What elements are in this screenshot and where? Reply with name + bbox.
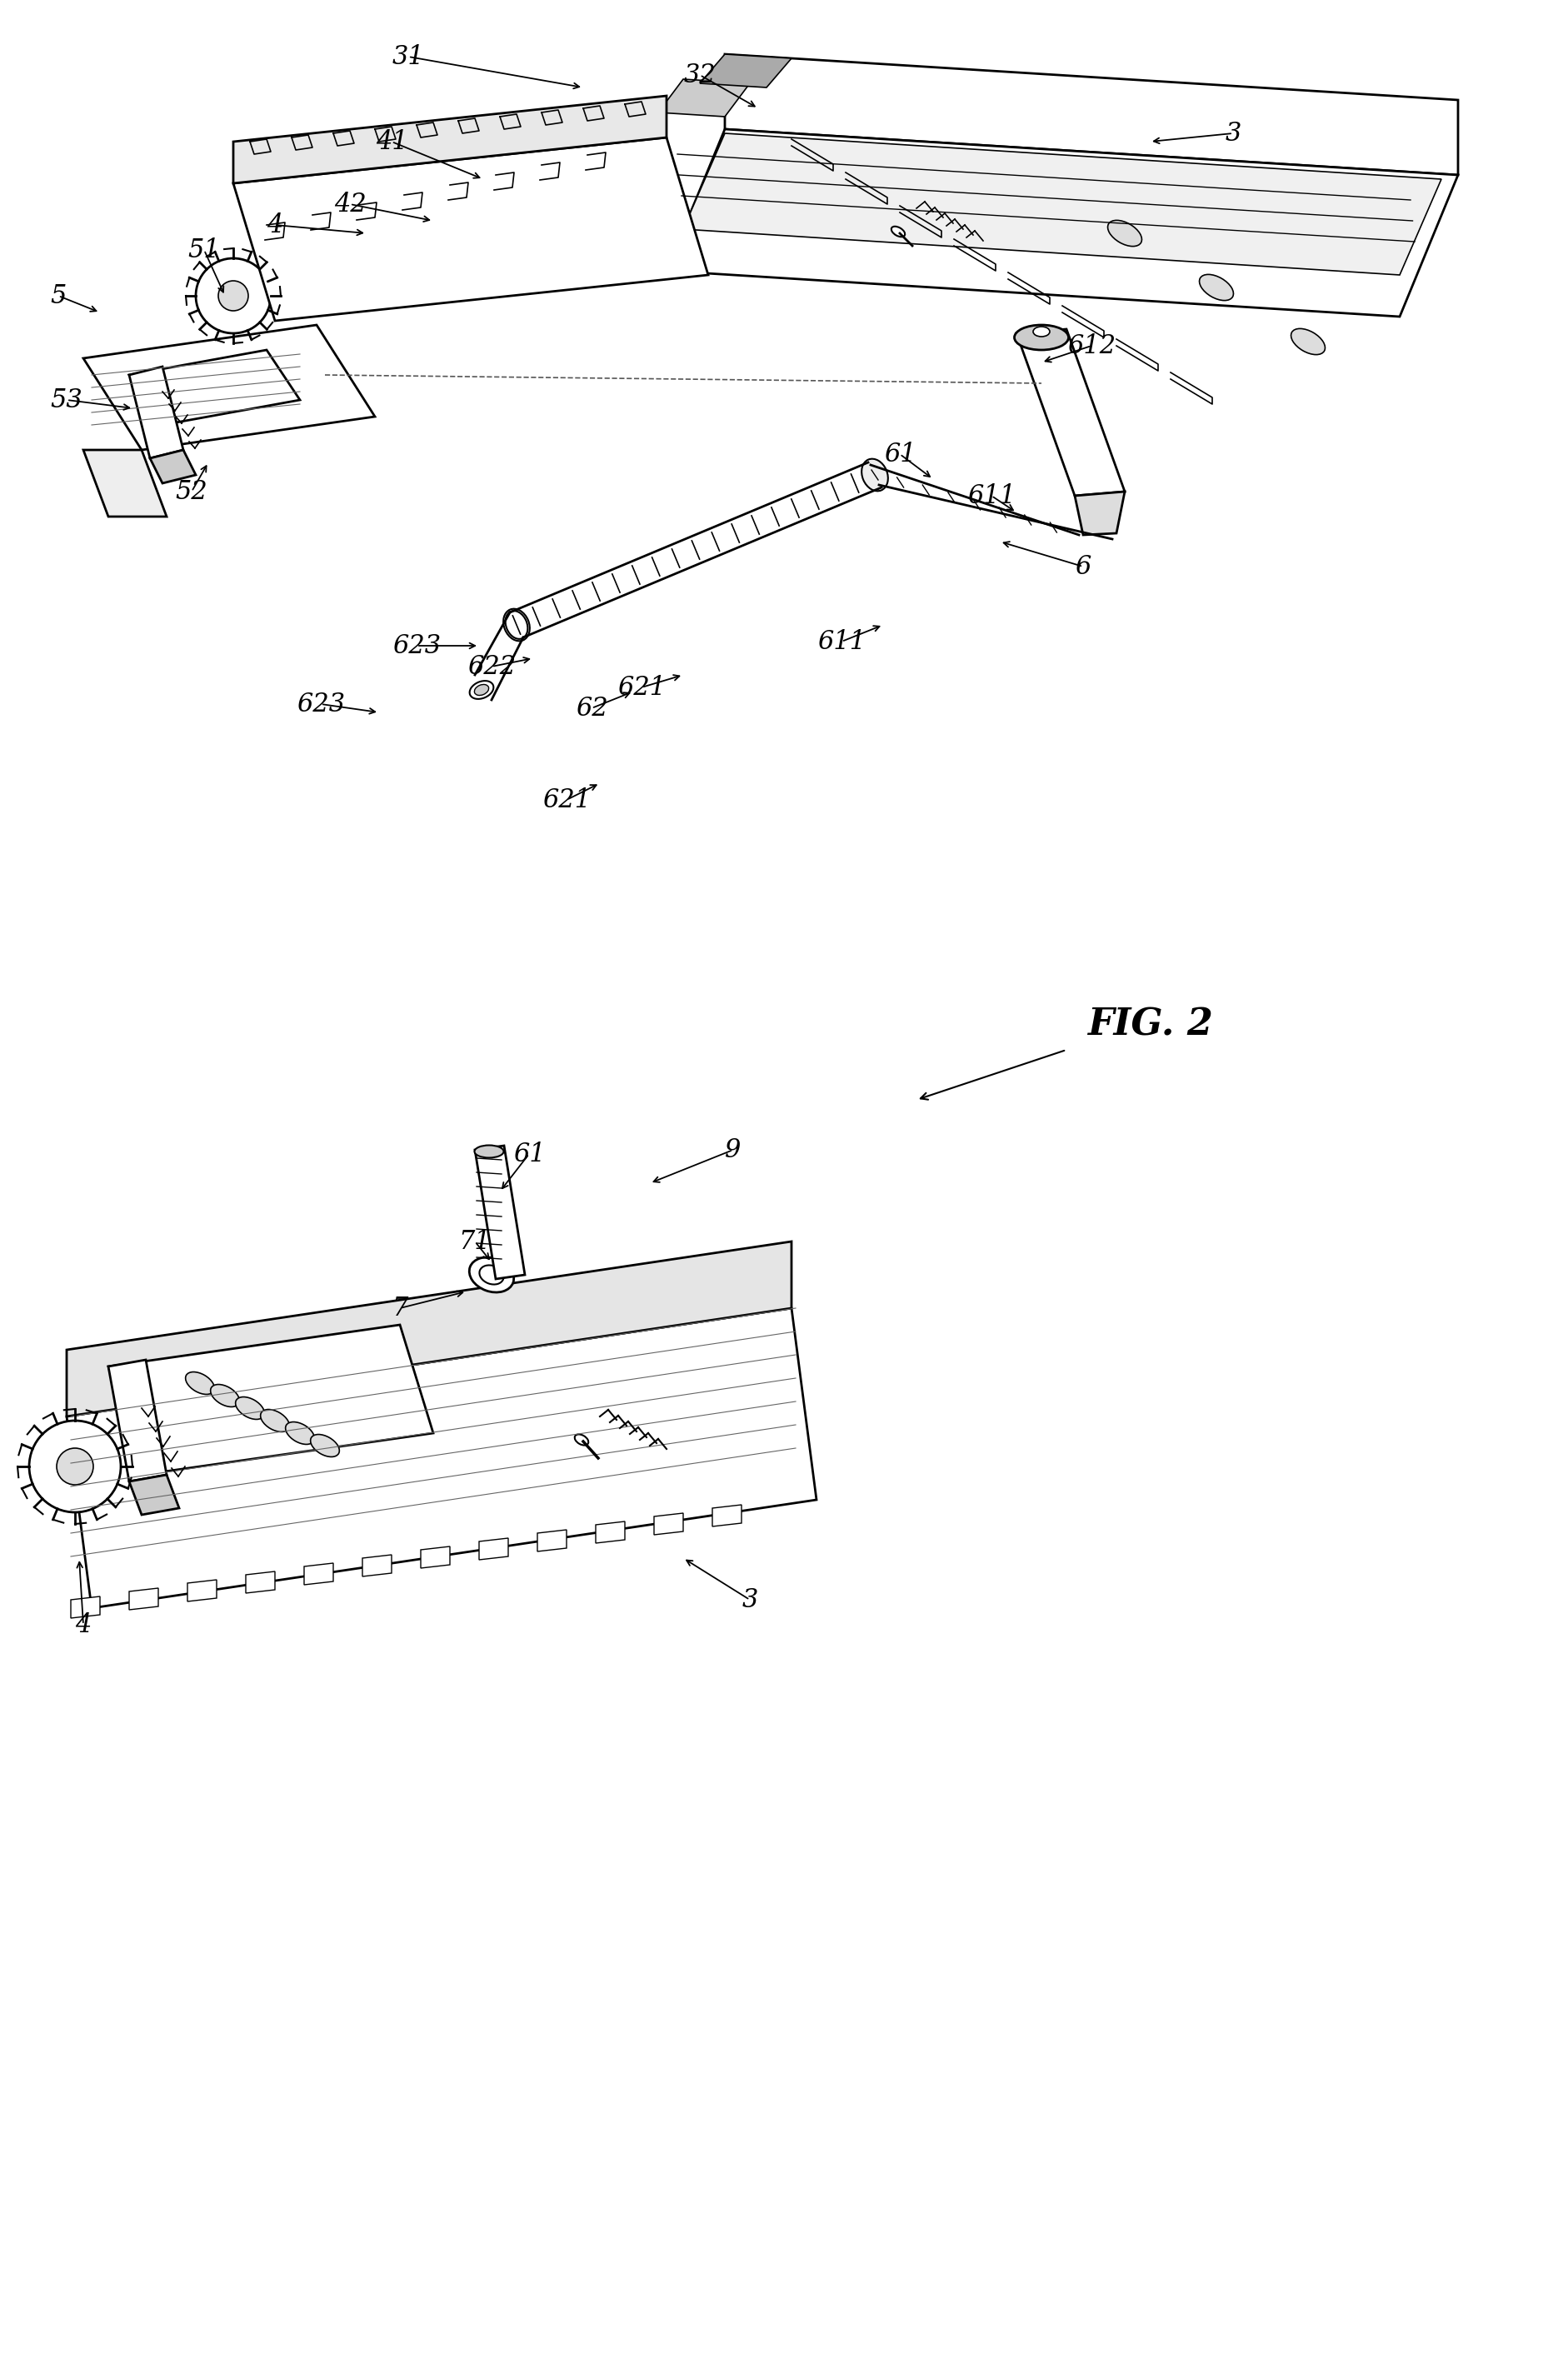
Text: 52: 52	[176, 479, 209, 505]
Text: 9: 9	[724, 1137, 742, 1162]
Polygon shape	[83, 450, 166, 516]
Text: 53: 53	[50, 387, 83, 413]
Polygon shape	[362, 1554, 392, 1578]
Text: 623: 623	[392, 632, 441, 658]
Ellipse shape	[1014, 325, 1068, 349]
Text: 32: 32	[684, 61, 717, 87]
Text: 622: 622	[467, 653, 516, 679]
Ellipse shape	[891, 226, 905, 236]
Text: 612: 612	[1068, 332, 1116, 358]
Polygon shape	[108, 1325, 433, 1474]
Text: 611: 611	[817, 630, 866, 656]
Polygon shape	[234, 137, 709, 321]
Text: 5: 5	[50, 283, 66, 309]
Ellipse shape	[505, 611, 528, 639]
Polygon shape	[538, 1530, 566, 1552]
Text: FIG. 2: FIG. 2	[1087, 1007, 1212, 1042]
Text: 623: 623	[296, 691, 345, 717]
Text: 621: 621	[543, 788, 591, 814]
Ellipse shape	[310, 1434, 339, 1457]
Text: 51: 51	[188, 238, 220, 262]
Polygon shape	[699, 54, 792, 87]
Ellipse shape	[1033, 328, 1051, 337]
Polygon shape	[480, 1537, 508, 1559]
Circle shape	[218, 281, 248, 311]
Text: 4: 4	[267, 212, 282, 238]
Polygon shape	[712, 1504, 742, 1526]
Text: 4: 4	[75, 1613, 91, 1639]
Text: 31: 31	[392, 45, 425, 71]
Polygon shape	[654, 1514, 684, 1535]
Polygon shape	[246, 1570, 274, 1594]
Polygon shape	[129, 1474, 179, 1514]
Text: 621: 621	[618, 674, 666, 700]
Polygon shape	[151, 450, 196, 483]
Polygon shape	[234, 97, 666, 184]
Ellipse shape	[1290, 328, 1325, 354]
Ellipse shape	[235, 1396, 265, 1420]
Ellipse shape	[1107, 219, 1142, 245]
Polygon shape	[724, 54, 1458, 174]
Polygon shape	[659, 80, 750, 116]
Polygon shape	[1074, 490, 1124, 535]
Polygon shape	[67, 1243, 792, 1417]
Polygon shape	[666, 130, 1458, 316]
Text: 3: 3	[742, 1587, 757, 1613]
Ellipse shape	[574, 1434, 588, 1445]
Ellipse shape	[475, 684, 489, 696]
Polygon shape	[129, 365, 183, 457]
Ellipse shape	[861, 460, 887, 490]
Polygon shape	[67, 1309, 817, 1608]
Polygon shape	[420, 1547, 450, 1568]
Text: 7: 7	[392, 1295, 408, 1320]
Text: 62: 62	[575, 696, 608, 722]
Ellipse shape	[469, 1257, 514, 1292]
Polygon shape	[304, 1563, 334, 1585]
Ellipse shape	[503, 608, 530, 641]
Text: 71: 71	[459, 1229, 491, 1254]
Text: 611: 611	[967, 483, 1016, 509]
Polygon shape	[475, 1146, 525, 1278]
Ellipse shape	[1200, 274, 1234, 299]
Polygon shape	[129, 349, 299, 424]
Circle shape	[30, 1420, 121, 1511]
Polygon shape	[1016, 330, 1124, 495]
Polygon shape	[108, 1361, 166, 1481]
Text: 3: 3	[1225, 120, 1242, 146]
Text: 61: 61	[513, 1141, 546, 1167]
Text: 61: 61	[884, 441, 916, 467]
Polygon shape	[684, 134, 1441, 276]
Text: 41: 41	[375, 130, 408, 156]
Circle shape	[196, 259, 271, 332]
Text: 6: 6	[1076, 554, 1091, 580]
Ellipse shape	[185, 1372, 215, 1394]
Ellipse shape	[480, 1266, 503, 1285]
Ellipse shape	[210, 1384, 240, 1408]
Ellipse shape	[475, 1146, 503, 1158]
Ellipse shape	[260, 1410, 290, 1431]
Polygon shape	[83, 325, 375, 450]
Circle shape	[56, 1448, 94, 1486]
Polygon shape	[596, 1521, 626, 1542]
Polygon shape	[188, 1580, 216, 1601]
Ellipse shape	[285, 1422, 315, 1445]
Ellipse shape	[469, 681, 494, 698]
Polygon shape	[129, 1587, 158, 1611]
Text: 42: 42	[334, 191, 365, 217]
Polygon shape	[71, 1596, 100, 1618]
